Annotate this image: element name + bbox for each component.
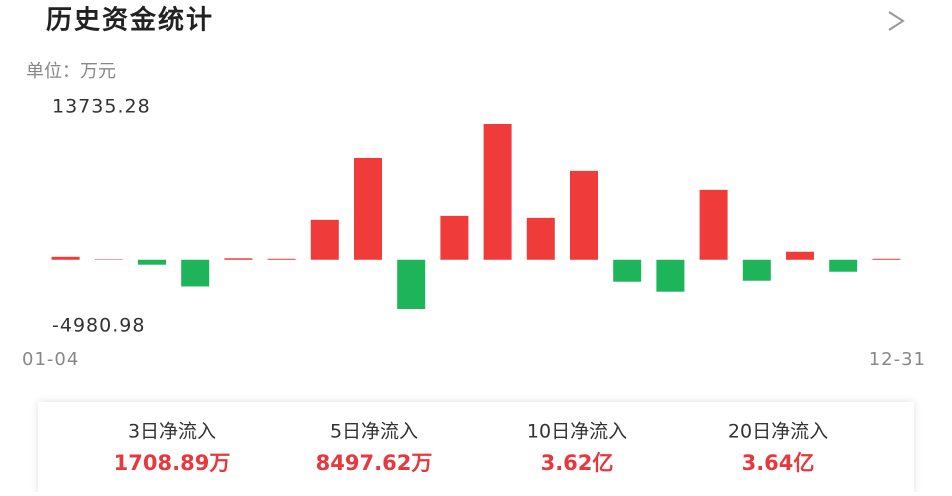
summary-value: 3.64亿 xyxy=(742,451,815,475)
chart: 13735.28 -4980.98 01-04 12-31 xyxy=(22,96,926,371)
summary-label: 3日净流入 xyxy=(128,421,216,443)
bar xyxy=(440,216,468,260)
y-tick-label: -4980.98 xyxy=(52,315,145,337)
bar xyxy=(786,252,814,260)
bar xyxy=(829,260,857,272)
y-tick-label: 13735.28 xyxy=(52,96,151,118)
bar xyxy=(613,260,641,282)
page-title: 历史资金统计 xyxy=(46,5,214,36)
bar xyxy=(527,218,555,260)
bar xyxy=(138,260,166,265)
bar xyxy=(700,190,728,260)
unit-label: 单位：万元 xyxy=(26,61,116,82)
bar xyxy=(656,260,684,292)
summary-label: 20日净流入 xyxy=(728,421,828,443)
summary-label: 10日净流入 xyxy=(527,421,627,443)
bar xyxy=(872,259,900,260)
bar xyxy=(743,260,771,281)
summary-value: 8497.62万 xyxy=(316,451,433,475)
summary-card xyxy=(38,402,914,492)
bar xyxy=(52,257,80,260)
summary-value: 1708.89万 xyxy=(114,451,231,475)
bar xyxy=(397,260,425,309)
bar xyxy=(268,259,296,260)
bar xyxy=(484,124,512,260)
bar xyxy=(311,220,339,260)
x-tick-label: 01-04 xyxy=(22,349,79,370)
x-tick-label: 12-31 xyxy=(869,349,926,370)
bar xyxy=(570,171,598,260)
summary-value: 3.62亿 xyxy=(541,451,614,475)
bar xyxy=(224,258,252,259)
more-arrow[interactable] xyxy=(889,12,903,30)
bar xyxy=(181,260,209,287)
bar xyxy=(354,158,382,260)
summary-label: 5日净流入 xyxy=(330,421,418,443)
